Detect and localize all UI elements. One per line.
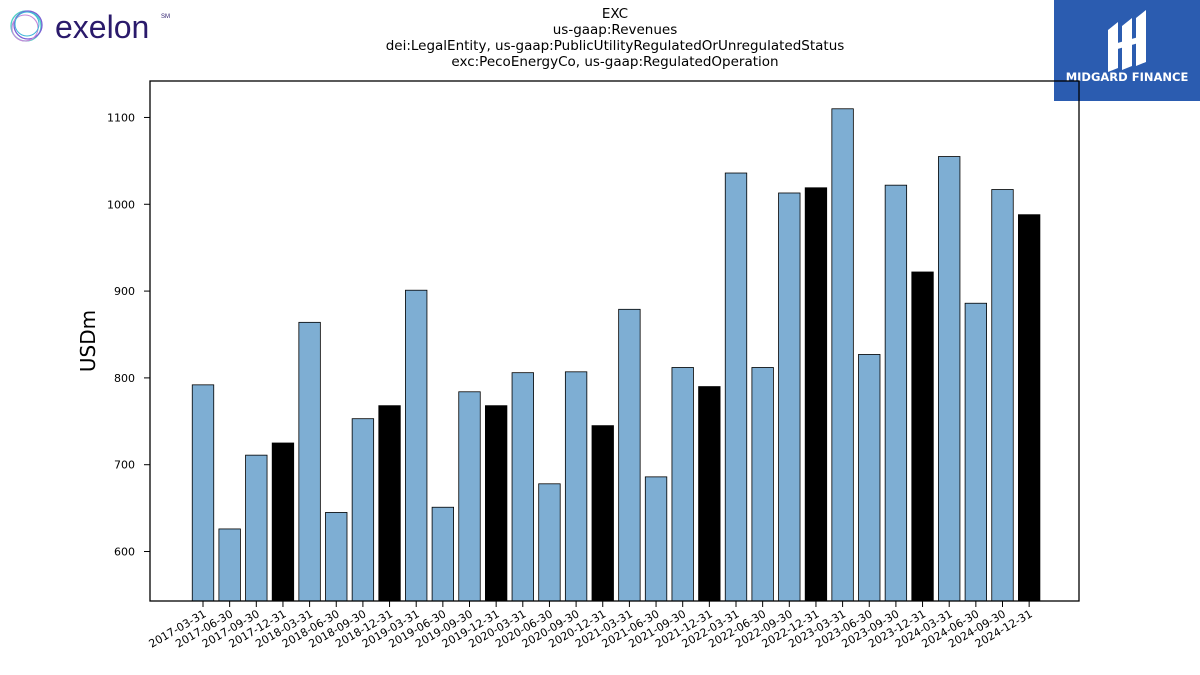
exelon-logo: exelon SM [10,9,170,45]
bar-2024-12-31 [1018,214,1041,602]
y-axis-label: USDm [76,310,100,372]
bar-2018-06-30 [325,512,348,602]
bar-2020-06-30 [538,483,561,602]
chart-title: EXC [601,6,629,22]
bar-2023-09-30 [884,184,908,602]
y-axis: 600 700 800 900 1000 1100 [107,111,150,559]
midgard-finance-logo-text: MIDGARD FINANCE [1066,70,1189,84]
bar-2023-03-31 [831,108,854,602]
bar-2020-12-31 [591,425,614,602]
bar-2022-03-31 [724,172,748,602]
chart-subtitle-1: us-gaap:Revenues [552,22,678,38]
y-tick-label: 1000 [107,198,135,211]
bar-2021-03-31 [618,308,641,602]
bar-2022-06-30 [751,367,774,602]
y-tick-label: 600 [114,546,135,559]
plot-frame [149,80,1080,602]
bar-2022-09-30 [778,192,801,602]
bar-2021-09-30 [671,367,694,602]
midgard-finance-logo: MIDGARD FINANCE [1054,0,1200,101]
chart-subtitle-2: dei:LegalEntity, us-gaap:PublicUtilityRe… [385,38,845,54]
exelon-logo-sm: SM [161,14,170,20]
bar-2018-03-31 [298,321,321,602]
y-tick-label: 700 [114,459,135,472]
bar-2019-12-31 [484,405,508,602]
midgard-finance-logo-mark [1108,10,1146,72]
chart-subtitle-3: exc:PecoEnergyCo, us-gaap:RegulatedOpera… [451,54,779,70]
y-tick-label: 900 [114,285,135,298]
bar-2018-12-31 [378,405,401,602]
bar-2023-12-31 [911,271,934,602]
bar-2020-09-30 [564,371,588,602]
exelon-logo-mark [10,10,43,42]
bar-2017-12-31 [271,442,295,602]
bar-2022-12-31 [804,187,828,602]
bar-2024-06-30 [964,302,987,602]
y-tick-label: 800 [114,372,135,385]
bar-2018-09-30 [351,418,375,602]
bar-2019-09-30 [458,391,481,602]
bar-2021-12-31 [698,386,721,602]
bar-2021-06-30 [644,476,668,602]
bar-2019-06-30 [431,506,455,602]
x-axis: 2017-03-312017-06-302017-09-302017-12-31… [147,601,1035,651]
bar-2023-06-30 [858,354,881,602]
chart-title-block: EXC us-gaap:Revenues dei:LegalEntity, us… [300,6,930,70]
bar-2024-09-30 [991,189,1014,602]
bar-2024-03-31 [938,156,961,602]
bar-2019-03-31 [405,289,428,602]
bars-group [191,108,1041,602]
bar-2017-06-30 [218,528,241,602]
y-tick-label: 1100 [107,111,135,124]
bar-2017-09-30 [245,454,268,602]
exelon-logo-text: exelon [55,9,149,45]
bar-2017-03-31 [191,384,215,602]
bar-2020-03-31 [511,372,534,602]
